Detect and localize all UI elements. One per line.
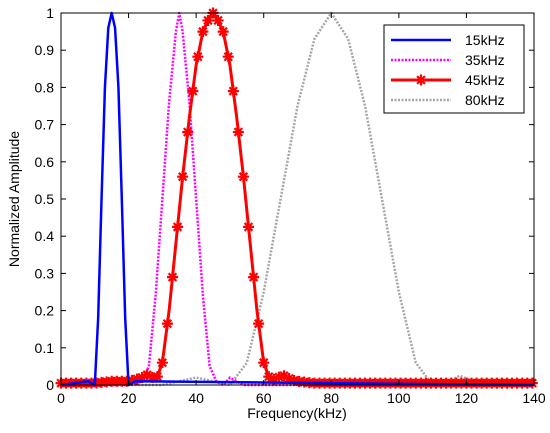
series-marker <box>526 377 538 389</box>
series-marker <box>268 373 280 385</box>
y-tick-label: 0.5 <box>35 191 55 207</box>
series-marker <box>182 126 194 138</box>
series-marker <box>227 85 239 97</box>
series-marker <box>217 26 229 38</box>
legend-item: 45kHz <box>391 72 505 88</box>
series-marker <box>131 373 143 385</box>
x-tick-label: 140 <box>522 390 546 406</box>
series-marker <box>156 357 168 369</box>
series-marker <box>177 171 189 183</box>
y-tick-label: 0.3 <box>35 265 55 281</box>
y-tick-label: 0.4 <box>35 228 55 244</box>
series-marker <box>141 369 153 381</box>
series-marker <box>166 271 178 283</box>
legend-items: 15kHz 35kHz 45kHz 80kHz <box>391 32 505 108</box>
ticks-layer: 0 20 40 60 80 100 120 140 0 0.1 0.2 0.3 0.4 0.5 0.6 0.7… <box>35 5 546 406</box>
legend-item: 80kHz <box>391 92 505 108</box>
y-tick-label: 0.8 <box>35 79 55 95</box>
legend-item: 15kHz <box>391 32 505 48</box>
series-marker <box>243 221 255 233</box>
series-marker <box>258 357 270 369</box>
series-marker <box>192 51 204 63</box>
x-tick-label: 60 <box>256 390 272 406</box>
series-marker <box>126 374 138 386</box>
series-marker <box>202 14 214 26</box>
series-marker <box>187 85 199 97</box>
y-tick-label: 0.9 <box>35 42 55 58</box>
x-tick-label: 20 <box>121 390 137 406</box>
series-marker <box>248 271 260 283</box>
y-axis-title: Normalized Amplitude <box>6 131 22 267</box>
series-marker <box>283 372 295 384</box>
legend-item: 35kHz <box>391 52 505 68</box>
series-marker <box>151 371 163 383</box>
series-marker <box>172 221 184 233</box>
plot-frame <box>60 12 535 386</box>
series-marker <box>253 318 265 330</box>
y-tick-label: 0.7 <box>35 117 55 133</box>
x-tick-label: 40 <box>188 390 204 406</box>
series-marker <box>161 318 173 330</box>
x-axis-title: Frequency(kHz) <box>247 405 347 421</box>
y-tick-label: 0.6 <box>35 154 55 170</box>
legend: 15kHz 35kHz 45kHz 80kHz <box>383 24 525 114</box>
y-tick-label: 0 <box>46 377 54 393</box>
series-marker <box>288 374 300 386</box>
y-tick-label: 0.2 <box>35 303 55 319</box>
series-marker <box>278 370 290 382</box>
x-tick-label: 80 <box>323 390 339 406</box>
series-layer <box>55 7 538 389</box>
series-marker <box>232 126 244 138</box>
series-marker <box>212 14 224 26</box>
legend-marker <box>415 74 427 86</box>
series-marker <box>273 371 285 383</box>
series-marker <box>222 51 234 63</box>
x-tick-label: 120 <box>455 390 479 406</box>
legend-label: 35kHz <box>465 52 505 68</box>
series-marker <box>263 371 275 383</box>
series-marker <box>136 372 148 384</box>
legend-label: 15kHz <box>465 32 505 48</box>
series-marker <box>237 171 249 183</box>
y-tick-label: 1 <box>46 5 54 21</box>
x-tick-label: 100 <box>387 390 411 406</box>
series-marker <box>197 26 209 38</box>
y-tick-label: 0.1 <box>35 340 55 356</box>
x-tick-label: 0 <box>57 390 65 406</box>
legend-label: 45kHz <box>465 72 505 88</box>
legend-label: 80kHz <box>465 92 505 108</box>
